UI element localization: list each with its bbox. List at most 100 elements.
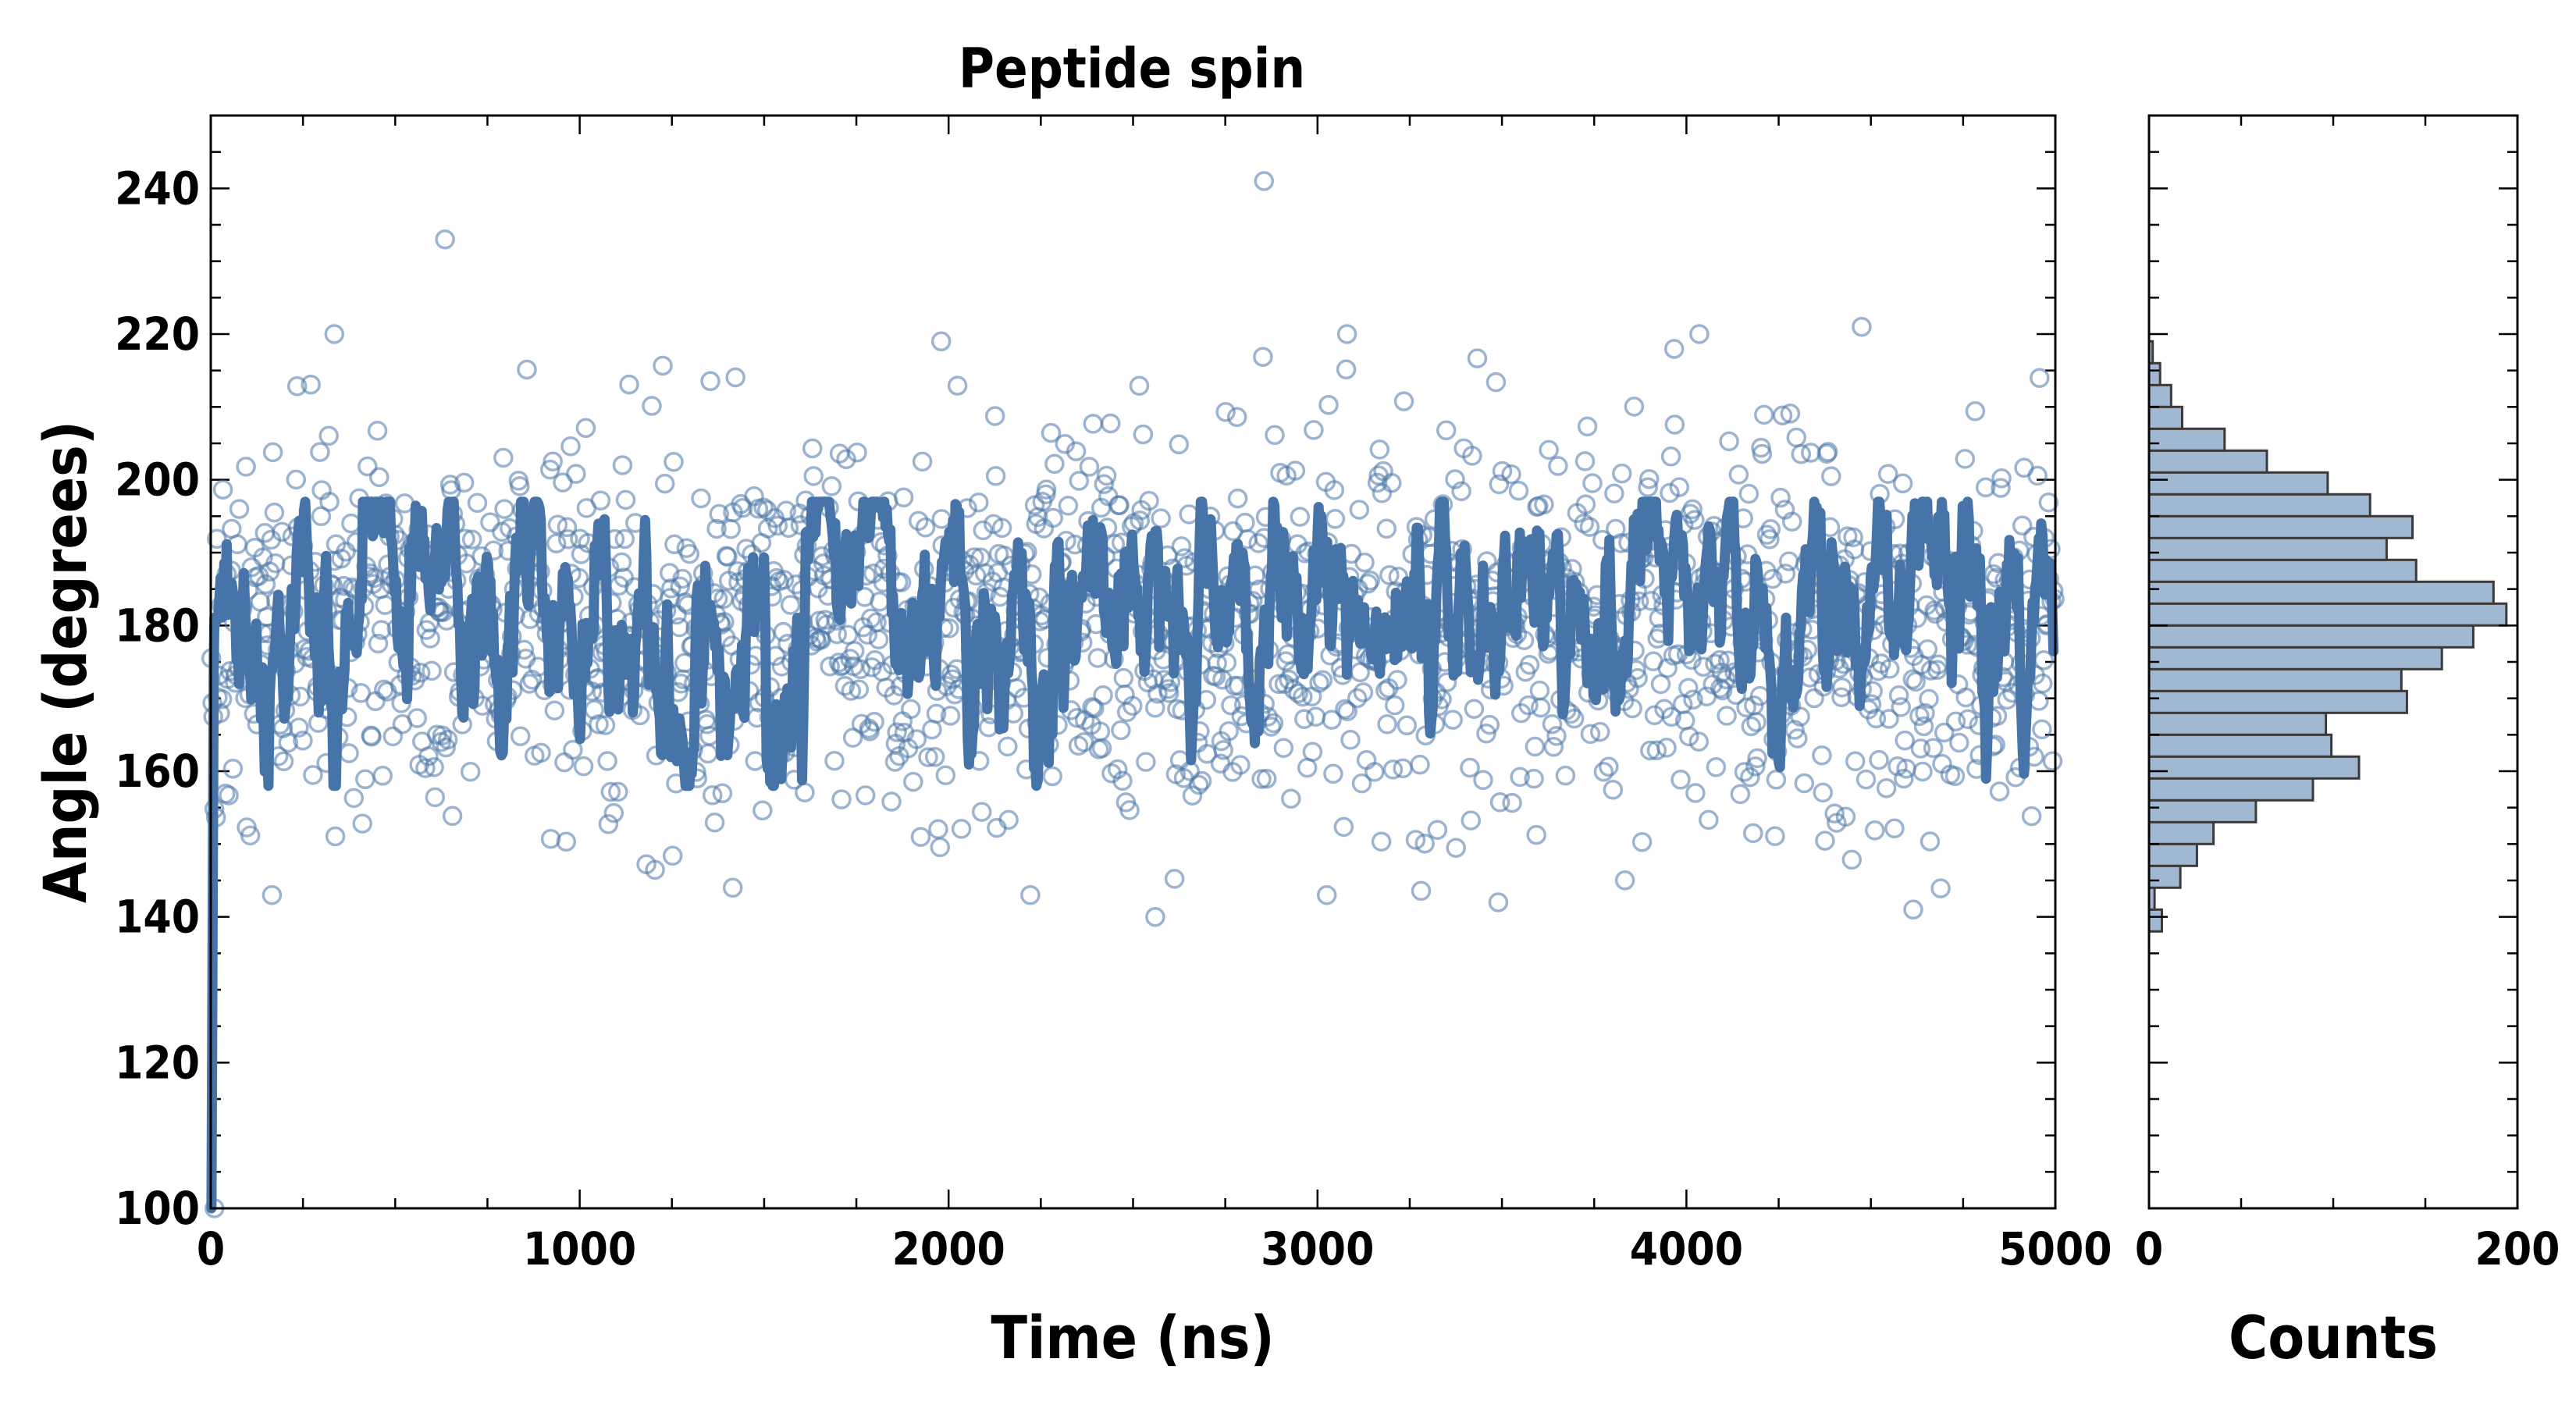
scatter-point	[1145, 906, 1165, 927]
scatter-point	[700, 371, 720, 392]
scatter-point	[1221, 695, 1241, 716]
scatter-point	[767, 515, 788, 536]
histogram-bar	[2147, 908, 2163, 933]
scatter-point	[2032, 719, 2052, 740]
scatter-point	[971, 802, 992, 822]
scatter-point	[1501, 464, 1521, 485]
scatter-point	[612, 455, 633, 475]
scatter-point	[1641, 591, 1662, 611]
scatter-point	[1446, 838, 1466, 858]
scatter-point	[868, 629, 889, 649]
scatter-point	[1372, 483, 1393, 503]
scatter-point	[1902, 669, 1923, 690]
scatter-point	[930, 837, 951, 858]
scatter-point	[968, 492, 989, 513]
scatter-point	[1888, 756, 1908, 777]
scatter-point	[1508, 480, 1529, 501]
histogram-bar	[2147, 449, 2268, 474]
scatter-point	[1543, 737, 1564, 757]
scatter-point	[1485, 372, 1507, 393]
scatter-point	[1920, 831, 1941, 852]
scatter-point	[1461, 810, 1482, 831]
scatter-point	[654, 473, 675, 494]
scatter-point	[1542, 713, 1563, 735]
y-axis-label: Angle (degrees)	[30, 421, 100, 903]
scatter-point	[1944, 766, 1966, 787]
scatter-point	[1219, 720, 1239, 742]
scatter-point	[575, 418, 596, 439]
scatter-point	[1734, 762, 1755, 782]
scatter-point	[293, 730, 313, 751]
histogram-bar	[2147, 777, 2314, 802]
scatter-point	[1387, 670, 1407, 690]
scatter-point	[1393, 391, 1414, 411]
scatter-point	[460, 761, 481, 782]
scatter-point	[691, 488, 711, 509]
scatter-point	[1043, 507, 1063, 528]
scatter-point	[573, 756, 594, 777]
scatter-point	[1786, 427, 1807, 448]
scatter-point	[286, 469, 307, 490]
scatter-point	[1309, 673, 1329, 693]
scatter-point	[1539, 439, 1559, 461]
scatter-point	[420, 628, 440, 649]
scatter-point	[341, 513, 361, 534]
scatter-point	[1136, 752, 1156, 772]
scatter-point	[887, 722, 907, 742]
scatter-point	[1661, 706, 1682, 727]
scatter-point	[773, 621, 794, 642]
scatter-point	[1336, 324, 1357, 344]
scatter-point	[2021, 806, 2042, 827]
y-tick-label: 100	[115, 1182, 200, 1235]
scatter-point	[264, 502, 285, 523]
scatter-point	[358, 456, 378, 477]
scatter-point	[844, 641, 865, 661]
scatter-point	[664, 534, 685, 555]
scatter-point	[1741, 716, 1762, 737]
scatter-point	[1464, 699, 1485, 719]
scatter-point	[554, 752, 575, 773]
scatter-point	[1841, 849, 1863, 870]
scatter-point	[850, 659, 871, 680]
histogram-bar	[2147, 427, 2226, 452]
scatter-point	[1740, 767, 1760, 788]
scatter-point	[1360, 570, 1380, 591]
scatter-point	[339, 743, 359, 763]
scatter-point	[1895, 730, 1915, 751]
histogram-frame	[2147, 114, 2519, 1210]
scatter-point	[1746, 712, 1767, 732]
scatter-point	[1664, 414, 1685, 435]
scatter-point	[1337, 701, 1357, 721]
scatter-point	[560, 436, 581, 457]
scatter-point	[1717, 706, 1737, 726]
scatter-point	[1638, 468, 1660, 489]
scatter-point	[1669, 477, 1690, 497]
scatter-point	[1604, 483, 1624, 503]
scatter-point	[1663, 339, 1685, 359]
scatter-point	[343, 788, 365, 809]
scatter-point	[1575, 494, 1596, 514]
x-axis-label: Time (ns)	[991, 1303, 1274, 1372]
scatter-point	[598, 814, 619, 834]
scatter-point	[1294, 709, 1315, 729]
scatter-point	[1340, 730, 1361, 750]
scatter-point	[1949, 732, 1969, 753]
scatter-point	[415, 758, 436, 778]
scatter-point	[1766, 770, 1787, 790]
scatter-point	[435, 229, 455, 250]
scatter-point	[1913, 716, 1934, 737]
scatter-point	[1678, 678, 1699, 699]
scatter-point	[1912, 761, 1933, 782]
scatter-point	[1699, 809, 1719, 831]
scatter-point	[827, 624, 848, 645]
scatter-point	[303, 765, 323, 785]
scatter-point	[669, 617, 690, 638]
scatter-point	[1436, 672, 1457, 692]
scatter-point	[301, 374, 321, 395]
scatter-point	[1112, 770, 1133, 791]
scatter-point	[778, 518, 799, 539]
scatter-point	[664, 451, 684, 472]
scatter-point	[1036, 479, 1057, 500]
histogram-bar	[2147, 383, 2172, 408]
histogram-bar	[2147, 558, 2418, 583]
